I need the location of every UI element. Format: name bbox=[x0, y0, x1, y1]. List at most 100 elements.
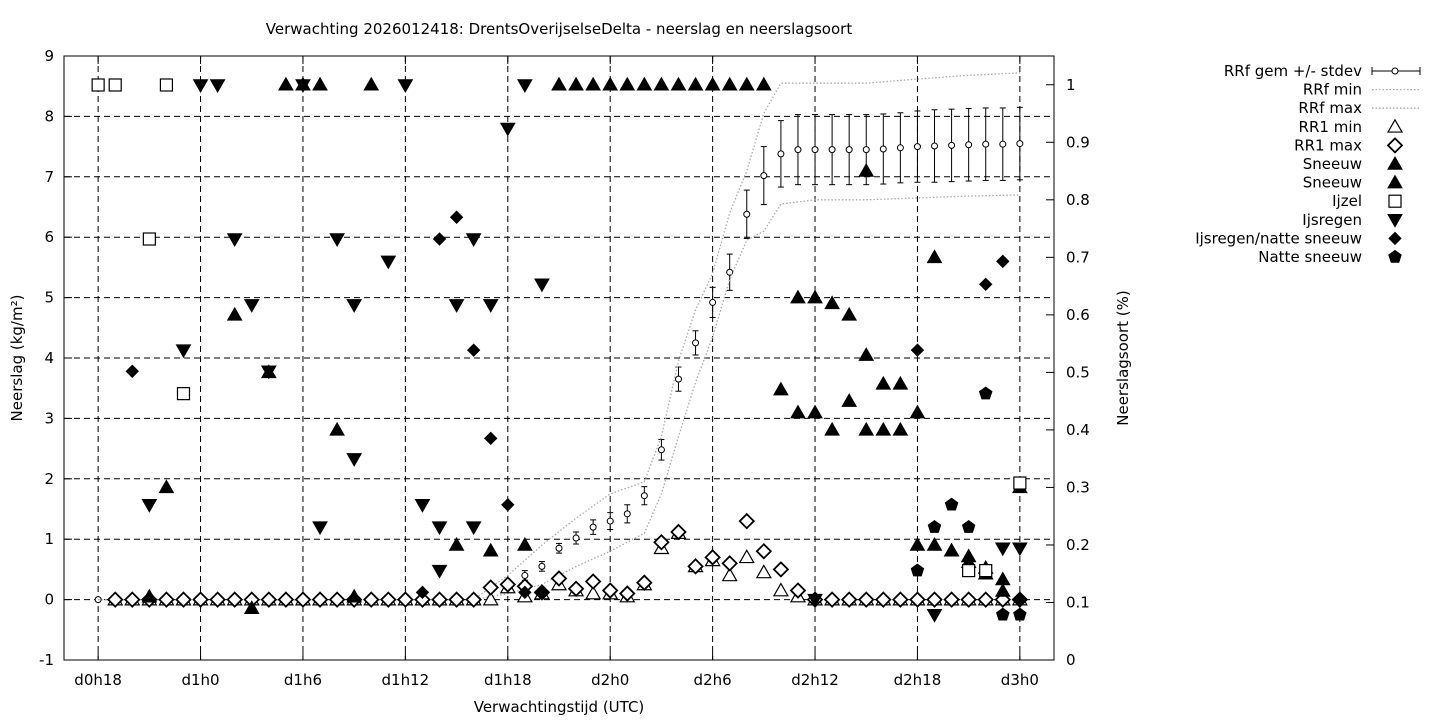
data-point bbox=[106, 591, 124, 608]
data-point bbox=[125, 364, 139, 378]
data-point bbox=[192, 591, 209, 608]
y2-tick-label: 0.1 bbox=[1066, 593, 1090, 611]
data-point bbox=[1016, 140, 1024, 148]
data-point bbox=[943, 542, 960, 557]
data-point bbox=[482, 542, 499, 557]
data-point bbox=[772, 582, 789, 597]
data-point bbox=[567, 580, 585, 598]
data-point bbox=[346, 588, 363, 603]
x-tick-label: d1h6 bbox=[284, 671, 322, 689]
data-point bbox=[312, 521, 328, 536]
data-point bbox=[517, 536, 533, 551]
y-tick-label: 0 bbox=[44, 591, 54, 609]
y2-tick-label: 0.8 bbox=[1066, 191, 1090, 209]
data-point bbox=[1012, 542, 1028, 557]
data-point bbox=[875, 375, 892, 390]
y-tick-label: 3 bbox=[44, 409, 54, 427]
data-point bbox=[790, 289, 806, 304]
data-point bbox=[175, 591, 192, 608]
data-point bbox=[858, 163, 875, 177]
data-point bbox=[840, 591, 858, 608]
series-5 bbox=[141, 76, 1028, 614]
data-point bbox=[448, 536, 465, 551]
x-tick-label: d1h0 bbox=[181, 671, 219, 689]
y-tick-label: 5 bbox=[44, 289, 54, 307]
data-point bbox=[432, 232, 447, 246]
data-point bbox=[465, 233, 482, 248]
data-point bbox=[380, 591, 397, 608]
data-point bbox=[619, 76, 636, 91]
x-tick-label: d0h18 bbox=[74, 671, 122, 689]
data-point bbox=[482, 591, 499, 606]
data-point bbox=[653, 533, 670, 551]
legend-label: RR1 max bbox=[1294, 136, 1362, 154]
data-point bbox=[108, 78, 122, 92]
legend-swatch bbox=[1391, 67, 1399, 75]
data-point bbox=[896, 144, 904, 152]
data-point bbox=[841, 306, 858, 321]
data-point bbox=[807, 289, 823, 304]
data-point bbox=[738, 512, 756, 530]
data-point bbox=[944, 497, 959, 511]
data-point bbox=[892, 591, 909, 608]
data-point bbox=[824, 295, 840, 310]
data-point bbox=[794, 146, 802, 154]
data-point bbox=[875, 421, 892, 436]
data-point bbox=[572, 534, 580, 542]
data-point bbox=[962, 564, 976, 578]
data-point bbox=[346, 453, 363, 467]
data-point bbox=[755, 564, 772, 579]
data-point bbox=[977, 591, 994, 608]
data-point bbox=[960, 591, 977, 608]
legend-label: Sneeuw bbox=[1303, 155, 1362, 173]
data-point bbox=[585, 76, 601, 91]
legend-label: RRf gem +/- stdev bbox=[1224, 62, 1362, 80]
data-point bbox=[499, 122, 516, 137]
data-point bbox=[760, 172, 768, 180]
legend-swatch bbox=[1387, 155, 1403, 170]
data-point bbox=[773, 381, 789, 396]
data-point bbox=[857, 591, 875, 608]
data-point bbox=[670, 523, 687, 541]
data-point bbox=[692, 339, 700, 347]
data-point bbox=[431, 564, 448, 579]
data-point bbox=[568, 76, 584, 91]
data-point bbox=[1013, 592, 1027, 607]
legend-swatch bbox=[1386, 137, 1404, 154]
data-point bbox=[158, 591, 175, 608]
data-point bbox=[484, 431, 498, 446]
chart-title: Verwachting 2026012418: DrentsOverijsels… bbox=[266, 20, 853, 38]
data-point bbox=[721, 555, 738, 572]
data-point bbox=[176, 387, 191, 401]
y-tick-label: -1 bbox=[39, 651, 54, 669]
y-tick-label: 2 bbox=[44, 470, 54, 488]
data-point bbox=[913, 143, 921, 151]
data-point bbox=[159, 78, 174, 92]
series-line bbox=[98, 194, 1020, 601]
legend-label: Natte sneeuw bbox=[1258, 248, 1362, 266]
data-point bbox=[278, 76, 294, 91]
y-tick-label: 4 bbox=[44, 349, 54, 367]
data-point bbox=[601, 582, 619, 599]
data-point bbox=[226, 306, 243, 321]
data-point bbox=[585, 585, 602, 600]
data-point bbox=[910, 343, 925, 357]
data-point bbox=[961, 519, 976, 533]
data-point bbox=[909, 591, 926, 608]
data-point bbox=[397, 79, 414, 93]
data-point bbox=[738, 549, 755, 564]
y-tick-label: 9 bbox=[44, 47, 54, 65]
data-point bbox=[755, 76, 772, 91]
series-8 bbox=[141, 79, 1028, 623]
data-point bbox=[226, 591, 243, 608]
data-point bbox=[606, 517, 614, 525]
data-point bbox=[948, 141, 956, 149]
data-point bbox=[927, 519, 942, 533]
grid bbox=[64, 56, 1054, 660]
data-point bbox=[772, 561, 790, 578]
data-point bbox=[260, 591, 278, 608]
data-point bbox=[909, 536, 926, 551]
data-point bbox=[619, 585, 636, 602]
data-point bbox=[709, 298, 717, 306]
series-4 bbox=[106, 512, 1029, 608]
